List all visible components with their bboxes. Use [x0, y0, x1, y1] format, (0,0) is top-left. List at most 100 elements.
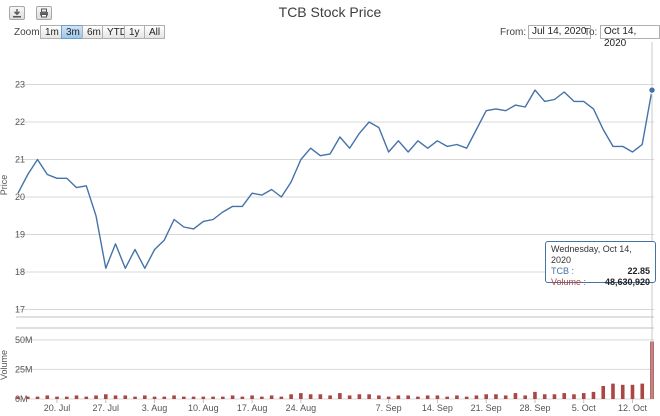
volume-bar: [484, 394, 488, 399]
volume-bar: [328, 395, 332, 399]
volume-bar: [572, 394, 576, 399]
tooltip-price-label: TCB :: [551, 266, 575, 276]
volume-bar: [620, 384, 625, 399]
volume-bar: [425, 395, 430, 399]
volume-bar: [162, 396, 167, 399]
x-tick-label: 14. Sep: [422, 403, 453, 413]
volume-bar: [513, 393, 518, 399]
volume-bar: [230, 395, 235, 399]
volume-bar: [308, 394, 313, 399]
volume-bar: [503, 395, 508, 399]
volume-bar: [84, 396, 89, 399]
volume-bar: [406, 395, 410, 399]
volume-bar: [123, 395, 128, 399]
zoom-6m-button[interactable]: 6m: [82, 25, 106, 39]
from-label: From:: [500, 27, 527, 38]
tooltip-volume-value: 48,630,920: [604, 277, 650, 287]
volume-bar: [347, 395, 352, 399]
volume-bar: [474, 395, 479, 399]
price-tick-label: 19: [15, 230, 25, 240]
volume-bar: [630, 384, 635, 399]
volume-bar: [221, 396, 225, 399]
volume-tick-label: 50M: [15, 335, 33, 345]
price-tick-label: 18: [15, 267, 25, 277]
volume-bar: [542, 394, 547, 399]
price-tick-label: 23: [15, 80, 25, 90]
volume-bar: [289, 394, 293, 399]
x-tick-label: 27. Jul: [93, 403, 120, 413]
volume-bar: [64, 396, 69, 399]
volume-bar: [416, 396, 420, 399]
to-date-input[interactable]: Oct 14, 2020: [600, 25, 660, 49]
volume-bar: [357, 394, 362, 399]
volume-bar: [55, 396, 59, 399]
x-tick-label: 7. Sep: [376, 403, 402, 413]
zoom-3m-button[interactable]: 3m: [61, 25, 85, 39]
tooltip-price-value: 22.85: [627, 266, 650, 276]
volume-bar: [240, 396, 245, 399]
volume-bar: [591, 391, 596, 399]
print-icon: [40, 8, 48, 18]
volume-bar: [133, 396, 137, 399]
x-tick-label: 10. Aug: [188, 403, 219, 413]
from-date-input[interactable]: Jul 14, 2020: [528, 25, 591, 39]
volume-tick-label: 0M: [15, 394, 28, 404]
volume-bar: [191, 396, 196, 399]
volume-bar: [377, 395, 381, 399]
data-tooltip: Wednesday, Oct 14, 2020 TCB : 22.85 Volu…: [545, 241, 656, 287]
volume-bar: [260, 396, 264, 399]
price-point-marker: [648, 86, 656, 94]
volume-bar: [113, 395, 118, 399]
zoom-all-button[interactable]: All: [144, 25, 166, 39]
volume-bar: [455, 395, 459, 399]
price-tick-label: 22: [15, 117, 25, 127]
volume-axis-label: Volume: [0, 350, 9, 380]
volume-bar: [279, 396, 284, 399]
download-button[interactable]: [9, 6, 25, 20]
price-tick-label: 17: [15, 305, 25, 315]
volume-bar: [601, 385, 606, 399]
volume-bar: [211, 396, 215, 399]
tooltip-volume-label: Volume :: [551, 277, 587, 287]
volume-tick-label: 25M: [15, 364, 33, 374]
x-tick-label: 24. Aug: [286, 403, 317, 413]
x-tick-label: 3. Aug: [142, 403, 168, 413]
price-axis-label: Price: [0, 175, 9, 196]
volume-bar: [396, 395, 401, 399]
volume-bar: [338, 393, 342, 399]
volume-bar: [435, 395, 440, 399]
x-tick-label: 20. Jul: [44, 403, 71, 413]
volume-bar: [94, 395, 98, 399]
volume-bar: [269, 395, 274, 399]
download-icon: [13, 9, 21, 18]
volume-bar: [103, 394, 108, 399]
volume-bar: [35, 396, 40, 399]
volume-bar: [533, 391, 537, 399]
x-tick-label: 21. Sep: [471, 403, 502, 413]
volume-bar: [74, 395, 79, 399]
volume-bar: [445, 396, 449, 399]
volume-bar: [640, 383, 645, 399]
volume-bar: [182, 396, 186, 399]
x-tick-label: 28. Sep: [519, 403, 550, 413]
volume-bar: [581, 393, 586, 399]
price-tick-label: 20: [15, 192, 25, 202]
volume-bar: [367, 394, 371, 399]
zoom-1m-button[interactable]: 1m: [40, 25, 64, 39]
x-tick-label: 5. Oct: [572, 403, 597, 413]
volume-bar: [201, 396, 206, 399]
volume-bar: [25, 396, 30, 399]
volume-bar: [494, 394, 498, 399]
volume-bar: [562, 393, 567, 399]
volume-bar: [152, 396, 157, 399]
price-tick-label: 21: [15, 155, 25, 165]
to-label: To:: [584, 27, 598, 38]
volume-bar: [464, 396, 469, 399]
volume-bar: [172, 395, 176, 399]
volume-bar: [45, 395, 50, 399]
print-button[interactable]: [36, 6, 52, 20]
chart-title: TCB Stock Price: [278, 4, 382, 20]
volume-bar: [143, 395, 147, 399]
